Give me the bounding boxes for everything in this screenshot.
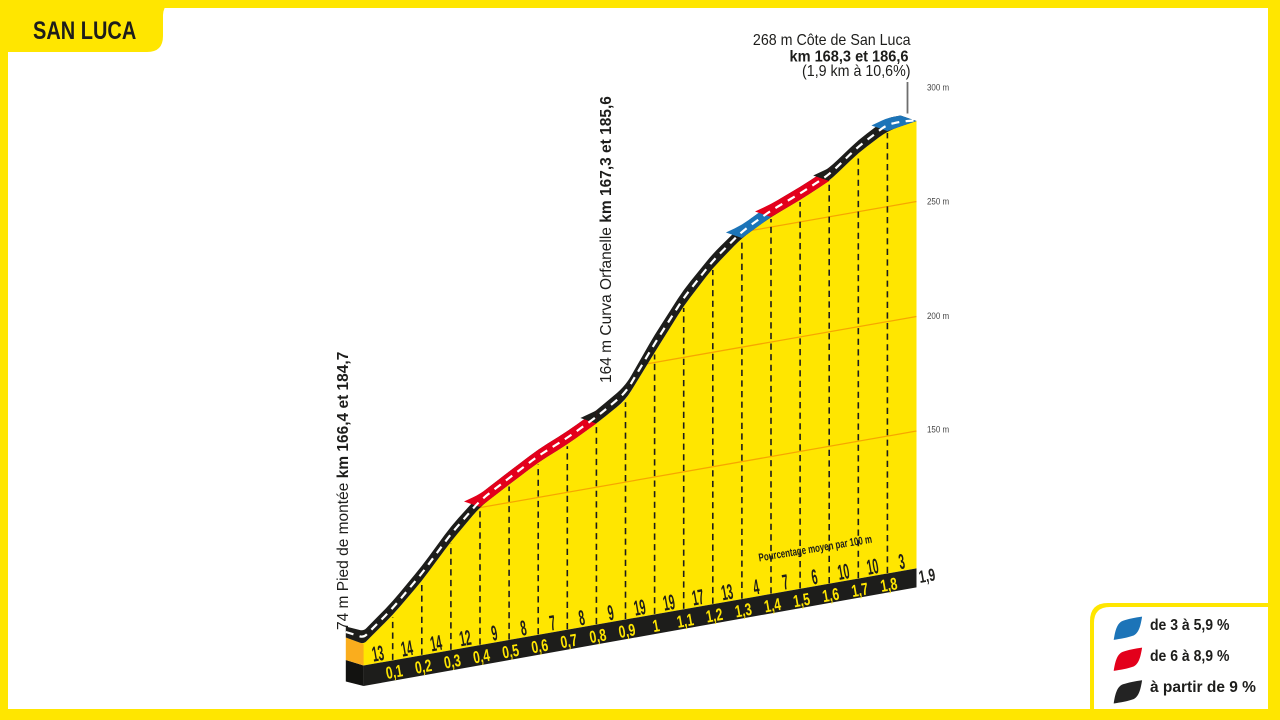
- svg-text:0,7: 0,7: [559, 632, 579, 653]
- svg-text:1,2: 1,2: [705, 606, 725, 627]
- svg-text:1,4: 1,4: [763, 596, 783, 617]
- svg-text:6: 6: [810, 565, 820, 590]
- svg-text:8: 8: [519, 616, 529, 641]
- svg-text:1,7: 1,7: [850, 581, 870, 602]
- svg-text:10: 10: [865, 554, 881, 580]
- svg-text:0,6: 0,6: [530, 637, 550, 658]
- svg-text:0,9: 0,9: [617, 621, 637, 642]
- svg-text:164 m Curva Orfanelle km 167,3: 164 m Curva Orfanelle km 167,3 et 185,6: [598, 96, 615, 383]
- svg-text:de 6 à 8,9 %: de 6 à 8,9 %: [1150, 648, 1229, 665]
- svg-text:150 m: 150 m: [927, 424, 949, 435]
- svg-text:1: 1: [651, 617, 661, 636]
- svg-text:9: 9: [606, 601, 616, 626]
- svg-text:74 m Pied de montée km 166,4 e: 74 m Pied de montée km 166,4 et 184,7: [335, 352, 352, 630]
- svg-text:13: 13: [719, 580, 735, 606]
- svg-text:0,8: 0,8: [588, 627, 608, 648]
- svg-text:1,9: 1,9: [918, 566, 937, 587]
- svg-text:19: 19: [661, 590, 677, 616]
- svg-text:13: 13: [370, 641, 386, 667]
- svg-text:200 m: 200 m: [927, 310, 949, 321]
- svg-text:14: 14: [399, 636, 415, 662]
- svg-text:19: 19: [632, 595, 648, 621]
- svg-text:250 m: 250 m: [927, 196, 949, 207]
- svg-text:SAN LUCA: SAN LUCA: [33, 17, 136, 45]
- svg-text:1,1: 1,1: [676, 611, 696, 632]
- svg-text:0,3: 0,3: [443, 652, 463, 673]
- svg-text:1,8: 1,8: [879, 575, 899, 596]
- svg-text:12: 12: [458, 626, 474, 652]
- svg-text:3: 3: [897, 549, 907, 574]
- svg-text:0,5: 0,5: [501, 642, 521, 663]
- svg-text:0,1: 0,1: [385, 662, 405, 683]
- svg-text:4: 4: [751, 575, 761, 600]
- svg-text:de 3 à 5,9 %: de 3 à 5,9 %: [1150, 617, 1229, 634]
- svg-text:1,5: 1,5: [792, 591, 812, 612]
- svg-text:0,4: 0,4: [472, 647, 492, 668]
- svg-text:(1,9 km à 10,6%): (1,9 km à 10,6%): [802, 64, 910, 81]
- svg-text:268 m Côte de San Luca: 268 m Côte de San Luca: [753, 33, 911, 50]
- svg-text:10: 10: [836, 559, 852, 585]
- svg-text:0,2: 0,2: [414, 657, 434, 678]
- svg-text:1,3: 1,3: [734, 601, 754, 622]
- svg-text:km 168,3 et 186,6: km 168,3 et 186,6: [789, 48, 908, 66]
- svg-text:7: 7: [780, 570, 790, 595]
- svg-text:7: 7: [548, 611, 558, 636]
- svg-text:300 m: 300 m: [927, 82, 949, 93]
- svg-text:14: 14: [428, 631, 444, 657]
- svg-text:9: 9: [489, 621, 499, 646]
- svg-text:à partir de 9 %: à partir de 9 %: [1150, 679, 1256, 696]
- svg-text:8: 8: [577, 606, 587, 631]
- svg-text:17: 17: [690, 585, 706, 611]
- svg-text:1,6: 1,6: [821, 586, 841, 607]
